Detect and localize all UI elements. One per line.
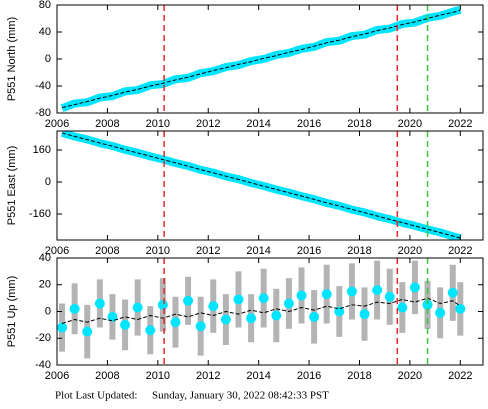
x-tick-label: 2006 <box>45 245 69 257</box>
data-point <box>384 291 395 302</box>
data-point <box>170 317 181 328</box>
data-point <box>220 314 231 325</box>
data-point <box>283 298 294 309</box>
y-tick-label: -20 <box>35 332 51 344</box>
data-point <box>57 322 68 333</box>
x-tick-label: 2020 <box>398 118 422 130</box>
x-tick-label: 2022 <box>448 370 472 382</box>
y-tick-label: 40 <box>39 252 51 264</box>
y-tick-label: -160 <box>29 208 51 220</box>
x-tick-label: 2014 <box>246 370 270 382</box>
footer-date: Sunday, January 30, 2022 08:42:33 PST <box>152 390 329 402</box>
data-point <box>271 310 282 321</box>
x-tick-label: 2008 <box>95 370 119 382</box>
y-tick-label: -40 <box>35 80 51 92</box>
x-tick-label: 2018 <box>347 118 371 130</box>
y-tick-label: 40 <box>39 26 51 38</box>
data-point <box>309 311 320 322</box>
x-tick-label: 2010 <box>146 370 170 382</box>
x-tick-label: 2008 <box>95 118 119 130</box>
data-point <box>321 289 332 300</box>
model-line <box>61 9 461 109</box>
data-point <box>346 286 357 297</box>
model-line <box>61 132 461 239</box>
y-axis-label: P551 North (mm) <box>6 17 18 101</box>
x-tick-label: 2006 <box>45 118 69 130</box>
x-tick-label: 2018 <box>347 370 371 382</box>
x-tick-label: 2010 <box>146 245 170 257</box>
y-tick-label: 160 <box>33 144 51 156</box>
data-point <box>296 290 307 301</box>
data-point <box>107 311 118 322</box>
x-tick-label: 2008 <box>95 245 119 257</box>
data-point <box>120 319 131 330</box>
x-tick-label: 2020 <box>398 370 422 382</box>
y-tick-label: 0 <box>45 176 51 188</box>
y-tick-label: 20 <box>39 279 51 291</box>
x-tick-label: 2012 <box>196 245 220 257</box>
data-point <box>359 309 370 320</box>
data-point <box>208 301 219 312</box>
x-tick-label: 2016 <box>297 370 321 382</box>
x-tick-label: 2016 <box>297 118 321 130</box>
x-tick-label: 2010 <box>146 118 170 130</box>
plot-frame <box>56 257 484 366</box>
data-point <box>132 302 143 313</box>
data-point <box>246 313 257 324</box>
data-point <box>69 303 80 314</box>
data-point <box>409 282 420 293</box>
x-tick-label: 2018 <box>347 245 371 257</box>
data-point <box>455 303 466 314</box>
data-point <box>94 298 105 309</box>
x-tick-label: 2014 <box>246 118 270 130</box>
data-point <box>82 326 93 337</box>
x-tick-label: 2006 <box>45 370 69 382</box>
footer-label: Plot Last Updated: <box>55 390 138 402</box>
y-tick-label: -80 <box>35 107 51 119</box>
y-tick-label: 80 <box>39 0 51 11</box>
model-line <box>61 297 461 325</box>
data-point <box>145 325 156 336</box>
data-point <box>157 299 168 310</box>
y-tick-label: -40 <box>35 359 51 371</box>
data-point <box>372 285 383 296</box>
data-point <box>334 306 345 317</box>
data-point <box>397 302 408 313</box>
data-point <box>233 294 244 305</box>
x-tick-label: 2012 <box>196 370 220 382</box>
x-tick-label: 2022 <box>448 245 472 257</box>
y-tick-label: 0 <box>45 53 51 65</box>
data-point <box>422 299 433 310</box>
y-axis-label: P551 East (mm) <box>6 146 18 225</box>
x-tick-label: 2012 <box>196 118 220 130</box>
y-tick-label: 0 <box>45 305 51 317</box>
y-axis-label: P551 Up (mm) <box>6 276 18 348</box>
plot-frame <box>56 130 484 241</box>
data-point <box>195 321 206 332</box>
x-tick-label: 2020 <box>398 245 422 257</box>
x-tick-label: 2022 <box>448 118 472 130</box>
data-point <box>447 287 458 298</box>
data-point <box>435 307 446 318</box>
x-tick-label: 2016 <box>297 245 321 257</box>
data-point <box>183 295 194 306</box>
data-point <box>258 293 269 304</box>
x-tick-label: 2014 <box>246 245 270 257</box>
